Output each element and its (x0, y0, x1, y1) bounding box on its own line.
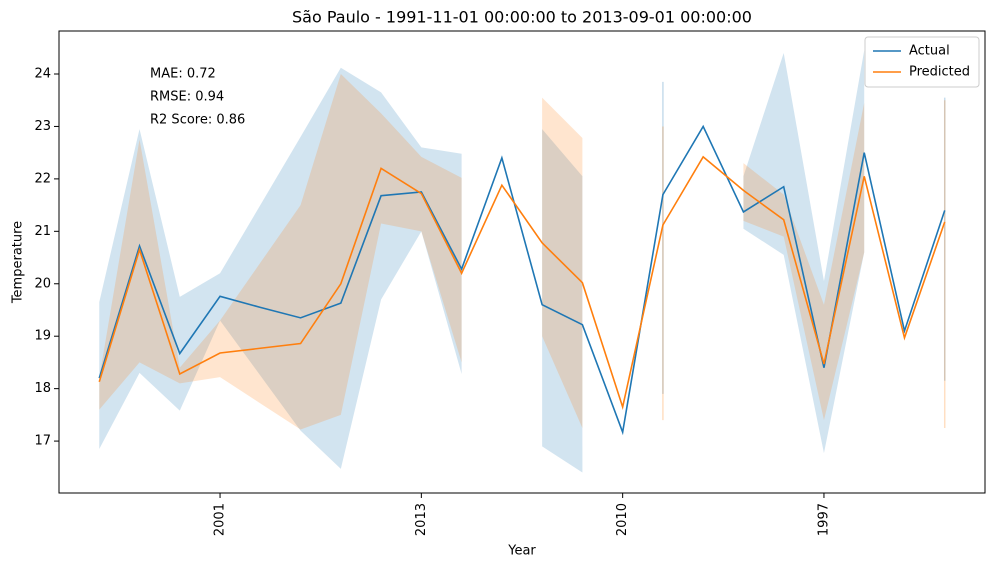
x-tick-label: 2013 (414, 503, 429, 536)
confidence-band (99, 74, 462, 430)
y-tick-label: 24 (34, 67, 51, 82)
y-tick-label: 19 (34, 329, 51, 344)
confidence-band (743, 102, 865, 421)
y-tick-label: 22 (34, 171, 51, 186)
series-line (98, 155, 946, 411)
annotation: MAE: 0.72 (150, 67, 216, 82)
y-tick-label: 20 (34, 276, 51, 291)
confidence-band (542, 129, 583, 473)
y-tick-label: 18 (34, 381, 51, 396)
annotation: RMSE: 0.94 (150, 90, 224, 105)
y-tick-label: 17 (34, 434, 51, 449)
y-axis-label: Temperature (11, 221, 26, 304)
confidence-band (743, 50, 865, 454)
chart-title: São Paulo - 1991-11-01 00:00:00 to 2013-… (292, 8, 752, 27)
annotation: R2 Score: 0.86 (150, 113, 245, 128)
y-tick-label: 21 (34, 224, 51, 239)
x-axis-label: Year (507, 544, 536, 559)
plot-frame (58, 30, 986, 494)
x-tick-label: 1997 (816, 503, 831, 536)
x-tick-label: 2001 (213, 503, 228, 536)
series-line (98, 124, 946, 436)
legend-box (864, 36, 980, 88)
x-tick-label: 2010 (615, 503, 630, 536)
y-tick-label: 23 (34, 119, 51, 134)
legend-label: Actual (909, 44, 950, 59)
legend-label: Predicted (909, 65, 970, 80)
